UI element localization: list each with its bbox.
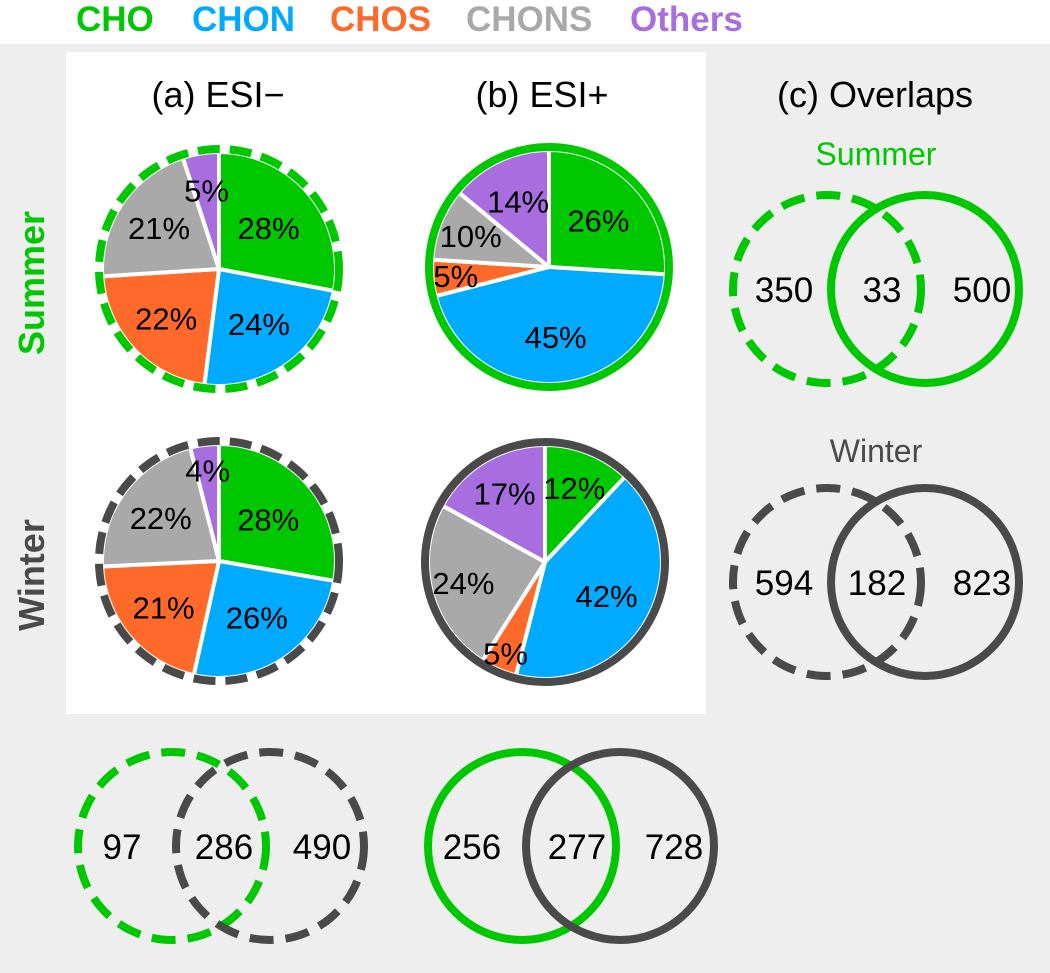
pie-label-cho: 12% — [543, 471, 605, 506]
venn-diagram-4: 256 277 728 — [424, 748, 718, 944]
pie-label-chons: 10% — [440, 219, 502, 254]
venn-title: Summer — [816, 136, 937, 172]
pie-outline-ring — [95, 437, 343, 685]
pie-label-chons: 24% — [432, 566, 494, 601]
venn-diagram-2: Winter 594 182 823 — [729, 433, 1023, 680]
venn-diagram-1: Summer 350 33 500 — [729, 136, 1023, 387]
legend-item-chon: CHON — [192, 0, 295, 39]
venn-circle-right — [522, 748, 718, 944]
legend-item-chons: CHONS — [466, 0, 592, 39]
pie-label-chon: 26% — [226, 600, 288, 635]
legend-item-others: Others — [630, 0, 743, 39]
venn-circle-right — [827, 191, 1023, 387]
pie-label-chos: 5% — [433, 259, 478, 294]
pie-winter-esi-negative: 28% 26% 21% 22% 4% — [95, 437, 343, 685]
pie-outline-ring — [421, 438, 669, 686]
venn-value-left-only: 594 — [755, 564, 813, 603]
venn-diagram-3: 97 286 490 — [74, 748, 368, 944]
pie-summer-esi-positive: 26% 45% 5% 10%14% — [425, 143, 673, 391]
venn-value-right-only: 500 — [953, 271, 1011, 310]
venn-circle-left — [729, 191, 925, 387]
pie-outline-ring — [425, 143, 673, 391]
panel-title-overlaps: (c) Overlaps — [777, 74, 973, 115]
venn-value-shared: 182 — [848, 564, 906, 603]
pie-winter-esi-positive: 12% 42% 5% 24% 17% — [421, 438, 669, 686]
pie-label-others: 5% — [184, 173, 229, 208]
panel-title-esi-negative: (a) ESI− — [151, 74, 284, 115]
venn-diagrams: Summer 350 33 500 Winter 594 182 823 97 286 490 256… — [74, 136, 1023, 944]
venn-value-shared: 33 — [863, 271, 902, 310]
pie-label-cho: 28% — [237, 503, 299, 538]
venn-circle-right — [827, 484, 1023, 680]
legend: CHO CHON CHOS CHONS Others — [76, 0, 743, 39]
pie-outline-ring — [95, 145, 343, 393]
venn-circle-left — [729, 484, 925, 680]
venn-value-left-only: 350 — [755, 271, 813, 310]
pie-label-chons: 21% — [128, 211, 190, 246]
venn-value-right-only: 728 — [645, 828, 703, 867]
legend-item-cho: CHO — [76, 0, 154, 39]
pie-label-others: 4% — [185, 453, 230, 488]
pie-label-others: 14% — [487, 184, 549, 219]
row-label-summer: Summer — [11, 211, 52, 355]
legend-item-chos: CHOS — [330, 0, 431, 39]
venn-value-shared: 277 — [548, 828, 606, 867]
venn-title: Winter — [830, 433, 923, 469]
pie-label-chon: 24% — [228, 307, 290, 342]
pie-charts: 28%24%22%21%5%26%45%5%10%14%28%26%21%22%… — [95, 143, 673, 686]
pie-label-chos: 22% — [135, 302, 197, 337]
venn-value-shared: 286 — [195, 828, 253, 867]
pie-label-chos: 21% — [132, 591, 194, 626]
pie-label-chon: 42% — [575, 579, 637, 614]
pie-label-chon: 45% — [525, 320, 587, 355]
venn-value-right-only: 490 — [293, 828, 351, 867]
pie-label-cho: 26% — [567, 204, 629, 239]
venn-value-left-only: 97 — [103, 828, 142, 867]
pie-label-cho: 28% — [238, 211, 300, 246]
pie-label-others: 17% — [473, 477, 535, 512]
venn-circle-right — [172, 748, 368, 944]
venn-circle-left — [424, 748, 620, 944]
pie-label-chons: 22% — [130, 501, 192, 536]
venn-value-left-only: 256 — [443, 828, 501, 867]
row-label-winter: Winter — [11, 519, 52, 631]
panel-title-esi-positive: (b) ESI+ — [475, 74, 608, 115]
venn-value-right-only: 823 — [953, 564, 1011, 603]
legend-background — [0, 0, 1050, 44]
venn-circle-left — [74, 748, 270, 944]
pie-summer-esi-negative: 28% 24% 22% 21%5% — [95, 145, 343, 393]
pie-label-chos: 5% — [483, 636, 528, 671]
